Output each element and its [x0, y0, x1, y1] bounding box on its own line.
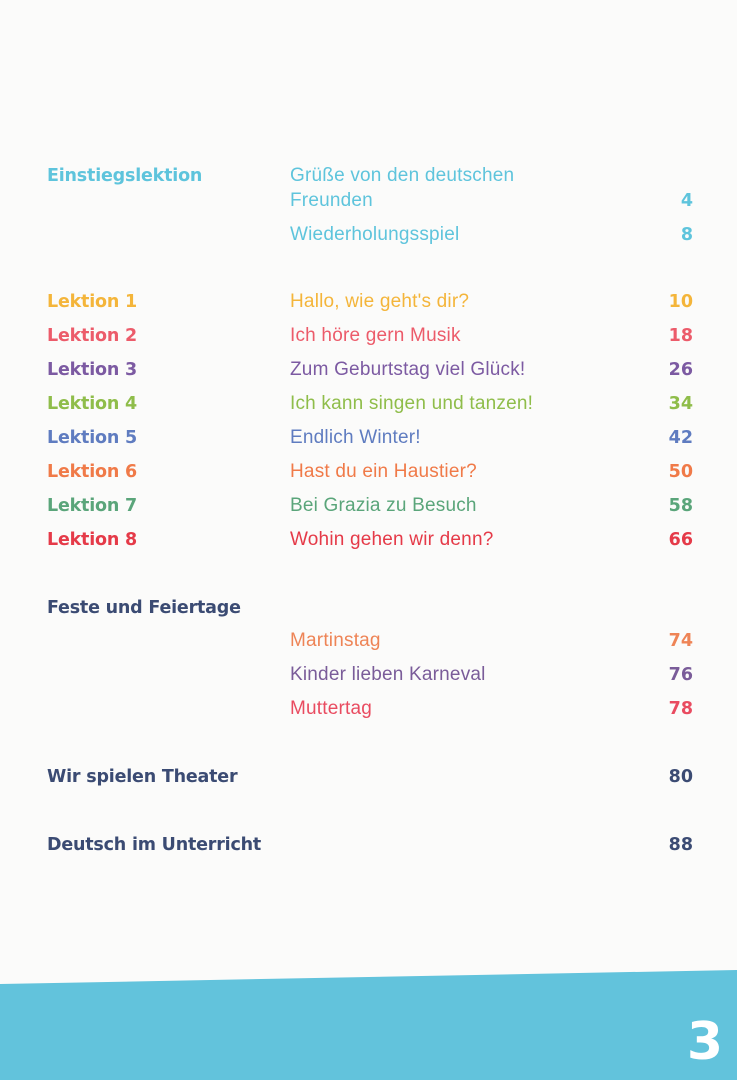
toc-row-intro-cont: Freunden 4 [0, 190, 737, 224]
lesson-label: Lektion 7 [47, 496, 137, 516]
section-label-theater: Wir spielen Theater [47, 767, 238, 787]
lesson-label: Lektion 1 [47, 292, 137, 312]
lesson-label: Lektion 6 [47, 462, 137, 482]
section-label-intro: Einstiegslektion [47, 166, 203, 186]
toc-row-lesson-3: Lektion 3 Zum Geburtstag viel Glück! 26 [0, 359, 737, 393]
lesson-page: 18 [668, 326, 693, 346]
toc-row-classroom: Deutsch im Unterricht 88 [0, 834, 737, 868]
festival-page: 78 [668, 699, 693, 719]
lesson-title: Endlich Winter! [290, 427, 421, 448]
toc-row-lesson-5: Lektion 5 Endlich Winter! 42 [0, 427, 737, 461]
section-page-theater: 80 [668, 767, 693, 787]
toc-row-muttertag: Muttertag 78 [0, 698, 737, 732]
toc-row-lesson-4: Lektion 4 Ich kann singen und tanzen! 34 [0, 393, 737, 427]
entry-title-greetings-line2: Freunden [290, 190, 373, 211]
toc-row-lesson-6: Lektion 6 Hast du ein Haustier? 50 [0, 461, 737, 495]
toc-row-martinstag: Martinstag 74 [0, 630, 737, 664]
lesson-page: 34 [668, 394, 693, 414]
lesson-title: Ich kann singen und tanzen! [290, 393, 534, 414]
lesson-title: Zum Geburtstag viel Glück! [290, 359, 526, 380]
entry-page-review-game: 8 [680, 225, 693, 245]
entry-page-greetings: 4 [680, 191, 693, 211]
lesson-page: 10 [668, 292, 693, 312]
toc-row-theater: Wir spielen Theater 80 [0, 766, 737, 800]
toc-row-lesson-2: Lektion 2 Ich höre gern Musik 18 [0, 325, 737, 359]
festival-title: Martinstag [290, 630, 381, 651]
festival-title: Muttertag [290, 698, 373, 719]
toc-row-festivals: Feste und Feiertage [0, 597, 737, 631]
lesson-title: Bei Grazia zu Besuch [290, 495, 477, 516]
page-number: 3 [686, 1012, 723, 1072]
toc-row-intro: Einstiegslektion Grüße von den deutschen [0, 165, 737, 199]
toc-row-lesson-8: Lektion 8 Wohin gehen wir denn? 66 [0, 529, 737, 563]
section-label-classroom: Deutsch im Unterricht [47, 835, 262, 855]
toc-row-lesson-1: Lektion 1 Hallo, wie geht's dir? 10 [0, 291, 737, 325]
toc-row-review-game: Wiederholungsspiel 8 [0, 224, 737, 258]
lesson-title: Ich höre gern Musik [290, 325, 461, 346]
lesson-label: Lektion 2 [47, 326, 137, 346]
lesson-title: Hallo, wie geht's dir? [290, 291, 470, 312]
lesson-title: Wohin gehen wir denn? [290, 529, 494, 550]
lesson-page: 42 [668, 428, 693, 448]
section-label-festivals: Feste und Feiertage [47, 598, 241, 618]
lesson-label: Lektion 8 [47, 530, 137, 550]
festival-page: 74 [668, 631, 693, 651]
lesson-title: Hast du ein Haustier? [290, 461, 477, 482]
entry-title-review-game: Wiederholungsspiel [290, 224, 460, 245]
lesson-label: Lektion 3 [47, 360, 137, 380]
lesson-page: 26 [668, 360, 693, 380]
lesson-page: 50 [668, 462, 693, 482]
toc-row-lesson-7: Lektion 7 Bei Grazia zu Besuch 58 [0, 495, 737, 529]
entry-title-greetings-line1: Grüße von den deutschen [290, 165, 515, 186]
festival-title: Kinder lieben Karneval [290, 664, 486, 685]
festival-page: 76 [668, 665, 693, 685]
lesson-page: 66 [668, 530, 693, 550]
footer-band [0, 970, 737, 1080]
lesson-label: Lektion 5 [47, 428, 137, 448]
lesson-page: 58 [668, 496, 693, 516]
toc-row-karneval: Kinder lieben Karneval 76 [0, 664, 737, 698]
section-page-classroom: 88 [668, 835, 693, 855]
lesson-label: Lektion 4 [47, 394, 137, 414]
